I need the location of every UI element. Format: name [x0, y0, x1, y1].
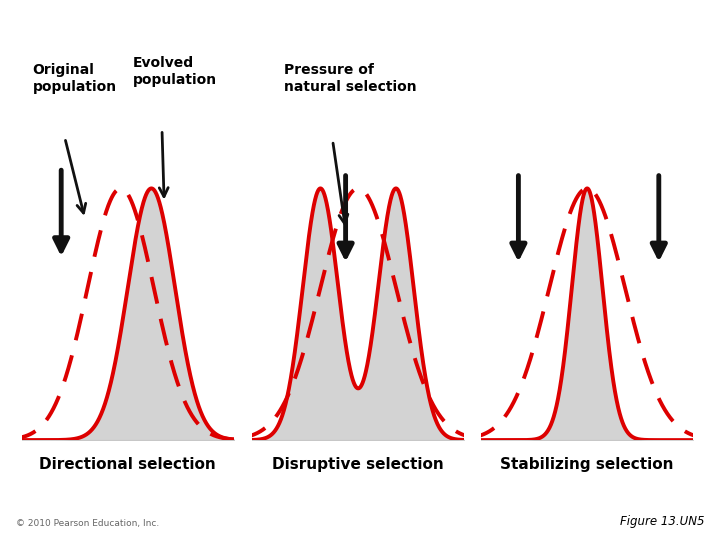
Text: Evolved
population: Evolved population — [133, 56, 217, 87]
Text: Figure 13.UN5: Figure 13.UN5 — [620, 515, 704, 528]
Text: Disruptive selection: Disruptive selection — [272, 457, 444, 472]
Text: Original
population: Original population — [32, 63, 117, 94]
Text: © 2010 Pearson Education, Inc.: © 2010 Pearson Education, Inc. — [16, 519, 159, 528]
Text: Directional selection: Directional selection — [40, 457, 216, 472]
Text: Stabilizing selection: Stabilizing selection — [500, 457, 674, 472]
Text: Pressure of
natural selection: Pressure of natural selection — [284, 63, 417, 94]
